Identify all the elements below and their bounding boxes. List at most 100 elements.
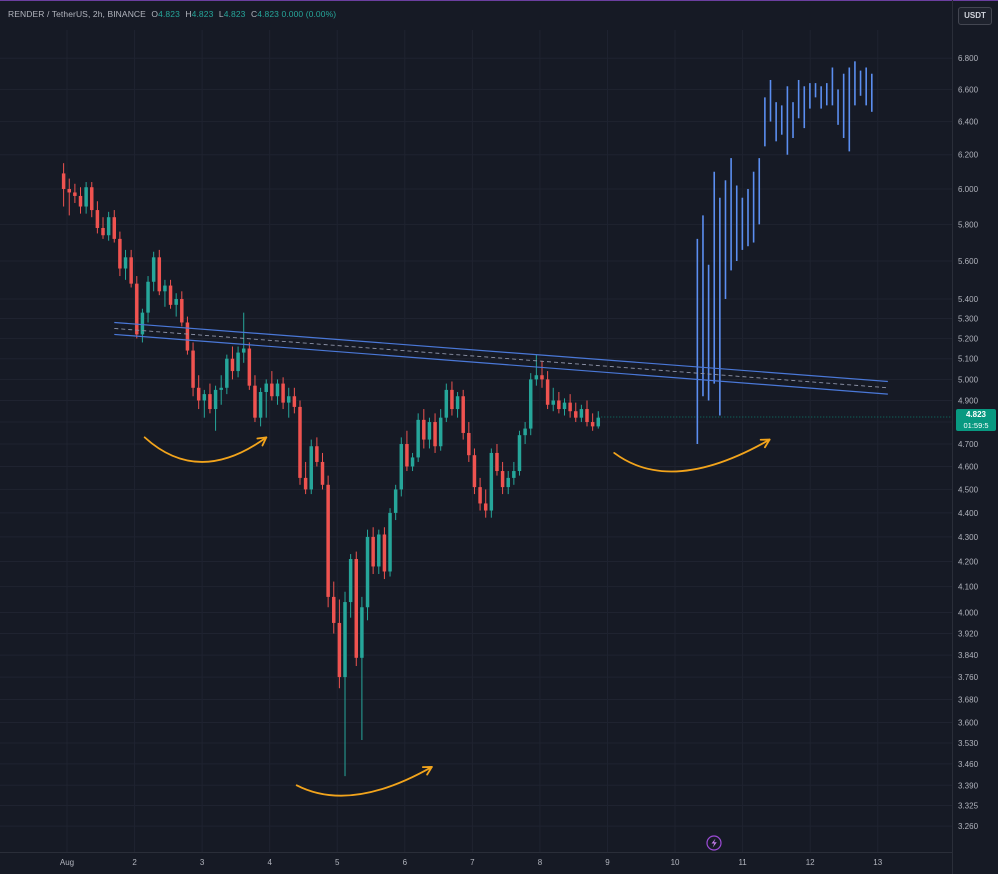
replay-icon[interactable] — [706, 835, 722, 851]
candle-body — [438, 417, 443, 447]
candle-body — [253, 385, 257, 418]
candle-body — [410, 457, 415, 467]
candle — [506, 471, 510, 495]
high-label: H — [185, 9, 192, 19]
x-tick-label: 2 — [132, 858, 137, 867]
candle — [146, 276, 150, 323]
candle — [512, 461, 516, 485]
y-tick-label: 5.100 — [958, 355, 979, 364]
candle-body — [157, 257, 162, 292]
candle-body — [118, 238, 122, 269]
candle — [157, 249, 162, 296]
y-tick-label: 5.800 — [958, 220, 979, 229]
candle-body — [78, 195, 83, 207]
candle — [377, 529, 381, 575]
y-tick-label: 6.600 — [958, 85, 979, 94]
trendline-channel — [114, 321, 888, 395]
candle — [455, 392, 460, 418]
candle — [236, 346, 240, 378]
candle — [523, 422, 527, 445]
y-tick-label: 5.600 — [958, 257, 979, 266]
candle — [551, 387, 555, 412]
candle — [303, 461, 308, 495]
candle-body — [208, 394, 212, 410]
trendline-lower — [114, 333, 888, 395]
y-tick-label: 3.530 — [958, 739, 979, 748]
candle-body — [123, 257, 128, 269]
candle-body — [292, 396, 297, 407]
candle-body — [129, 257, 133, 284]
x-tick-label: 6 — [403, 858, 408, 867]
y-tick-label: 6.200 — [958, 151, 979, 160]
candle — [135, 276, 139, 339]
candle — [495, 444, 499, 476]
candle-body — [84, 187, 88, 207]
candle-body — [303, 477, 308, 490]
candle-body — [444, 389, 449, 418]
current-price-value: 4.823 — [965, 410, 987, 419]
candle — [67, 178, 71, 216]
change-value: 0.000 (0.00%) — [281, 9, 337, 19]
candle-body — [545, 379, 550, 405]
candle — [315, 437, 319, 467]
candle — [202, 389, 207, 418]
candle-body — [213, 389, 218, 410]
candle-body — [61, 173, 66, 189]
candle — [247, 342, 252, 390]
candle-body — [371, 536, 375, 567]
currency-unit-button[interactable]: USDT — [958, 7, 992, 25]
low-value: 4.823 — [223, 9, 246, 19]
candle-body — [574, 411, 578, 418]
candle-body — [433, 422, 437, 447]
candle — [298, 400, 302, 485]
candle — [427, 417, 432, 449]
candle-body — [320, 461, 325, 485]
candle-body — [500, 471, 505, 488]
candle — [61, 163, 66, 207]
candle-body — [461, 396, 465, 433]
candle — [84, 182, 88, 214]
y-tick-label: 5.300 — [958, 315, 979, 324]
candle-body — [399, 444, 404, 490]
candle — [151, 251, 156, 292]
y-tick-label: 4.600 — [958, 462, 979, 471]
candle — [191, 342, 195, 397]
candle-body — [568, 402, 572, 412]
y-tick-label: 4.000 — [958, 608, 979, 617]
candle — [461, 389, 465, 440]
candle — [416, 413, 420, 462]
candle — [489, 448, 494, 518]
y-tick-label: 6.000 — [958, 185, 979, 194]
x-tick-label: 10 — [671, 858, 680, 867]
current-price-label: 4.823 01:59:5 — [956, 409, 996, 431]
curved-arrow — [143, 436, 268, 463]
y-tick-label: 4.300 — [958, 533, 979, 542]
arrow-curve — [295, 766, 433, 797]
candle-body — [230, 358, 235, 372]
candle-body — [298, 406, 302, 478]
candle-body — [90, 187, 94, 211]
candle-body — [517, 435, 522, 472]
candle-body — [202, 394, 207, 401]
arrow-curve — [613, 438, 771, 473]
candle-body — [191, 350, 195, 388]
x-tick-label: 11 — [738, 858, 747, 867]
candle — [450, 381, 454, 416]
y-tick-label: 5.400 — [958, 295, 979, 304]
candle-body — [185, 322, 190, 351]
candle-body — [360, 607, 364, 658]
price-axis: 6.800 6.600 6.400 6.200 6.000 5.800 5.600 5.400… — [952, 0, 979, 874]
candle-body — [562, 402, 567, 410]
candle — [112, 210, 117, 243]
bar-countdown: 01:59:5 — [963, 421, 989, 430]
candle-body — [495, 452, 499, 472]
close-value: 4.823 — [257, 9, 279, 19]
time-axis: Aug 2 3 4 5 6 7 8 9 10 11 12 13 — [0, 852, 952, 867]
candle-body — [405, 444, 409, 467]
candle-body — [579, 409, 584, 418]
candle-body — [332, 596, 336, 623]
candle-body — [455, 396, 460, 410]
candle — [438, 409, 443, 451]
